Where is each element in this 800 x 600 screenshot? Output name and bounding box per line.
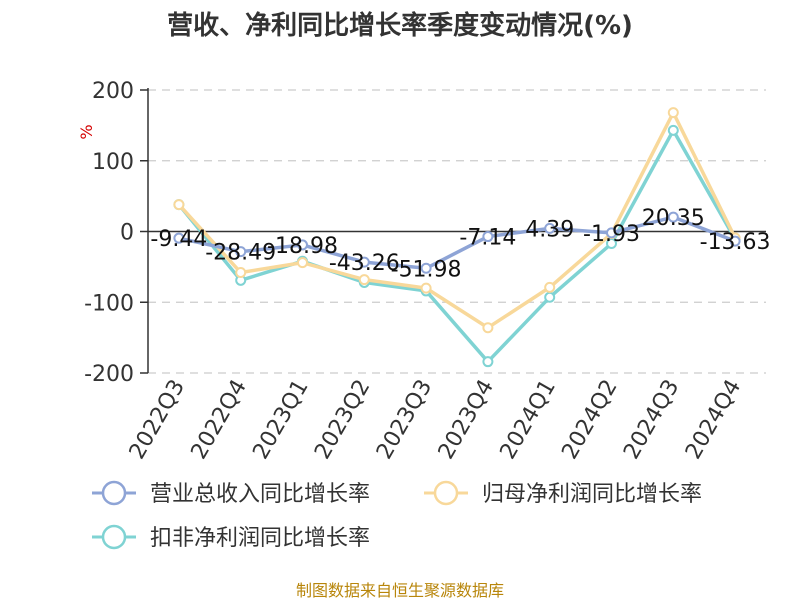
data-point: [420, 262, 432, 274]
x-tick-label: 2023Q3: [372, 375, 437, 463]
data-point: [667, 107, 679, 119]
legend-item: 归母净利润同比增长率: [424, 480, 702, 507]
chart-title: 营收、净利同比增长率季度变动情况(%): [167, 10, 633, 41]
data-point: [482, 322, 494, 334]
y-tick-label: 0: [120, 221, 134, 246]
legend-label: 归母净利润同比增长率: [482, 482, 702, 507]
data-label: -7.14: [459, 226, 516, 251]
legend-swatch-marker: [433, 480, 459, 506]
series-line: [177, 110, 737, 330]
data-point: [729, 235, 741, 247]
data-point: [544, 281, 556, 293]
legend-item: 营业总收入同比增长率: [92, 480, 370, 507]
data-label: -1.93: [583, 222, 640, 247]
data-label: -51.98: [391, 257, 462, 282]
x-tick-label: 2024Q4: [681, 376, 746, 464]
data-labels: -9.44-28.49-18.98-43.26-51.98 -7.14 4.39 -1…: [150, 206, 770, 282]
y-axis-unit: %: [77, 124, 96, 139]
x-tick-label: 2024Q3: [619, 376, 684, 464]
x-tick-label: 2023Q2: [310, 376, 375, 464]
y-ticks: 200 100 0 -100 -200: [84, 79, 134, 387]
data-label: 20.35: [642, 206, 705, 231]
data-point: [544, 291, 556, 303]
data-label: -43.26: [329, 251, 400, 276]
data-label: -18.98: [267, 234, 338, 259]
data-point: [358, 274, 370, 286]
data-point: [544, 222, 556, 234]
data-point: [482, 356, 494, 368]
y-tick-label: -100: [84, 291, 134, 316]
data-point: [606, 227, 617, 239]
data-point: [667, 124, 679, 136]
x-tick-label: 2024Q1: [496, 376, 561, 464]
series-line: [177, 128, 737, 364]
data-point: [173, 232, 185, 244]
legend-swatch-marker: [101, 480, 127, 506]
series-lines: [173, 107, 741, 368]
legend-item: 扣非净利润同比增长率: [92, 524, 370, 551]
x-tick-label: 2022Q4: [187, 376, 252, 464]
series-line: [178, 215, 736, 271]
x-ticks: 2022Q32022Q42023Q12023Q22023Q32023Q42024…: [125, 375, 747, 463]
source-note: 制图数据来自恒生聚源数据库: [296, 581, 504, 600]
legend-label: 营业总收入同比增长率: [150, 482, 370, 507]
data-point: [297, 257, 308, 269]
data-label: 4.39: [525, 217, 574, 242]
data-point: [420, 282, 432, 294]
y-tick-label: 100: [92, 150, 134, 175]
legend-label: 扣非净利润同比增长率: [150, 526, 370, 551]
data-label: -9.44: [150, 227, 207, 252]
data-point: [173, 199, 185, 211]
data-point: [358, 256, 370, 268]
data-point: [482, 231, 494, 243]
x-tick-label: 2023Q1: [248, 376, 313, 464]
x-tick-label: 2023Q4: [434, 376, 499, 464]
data-point: [235, 246, 247, 258]
data-label: -13.63: [700, 230, 771, 255]
x-tick-label: 2024Q2: [557, 376, 622, 464]
grid: [148, 89, 766, 374]
data-label: -28.49: [205, 241, 276, 266]
y-tick-label: -200: [84, 362, 134, 387]
data-point: [297, 239, 308, 251]
y-tick-label: 200: [92, 79, 134, 104]
axes: [140, 88, 766, 374]
data-point: [667, 211, 679, 223]
x-tick-label: 2022Q3: [125, 376, 190, 464]
data-point: [235, 267, 247, 279]
legend-swatch-marker: [101, 524, 127, 550]
